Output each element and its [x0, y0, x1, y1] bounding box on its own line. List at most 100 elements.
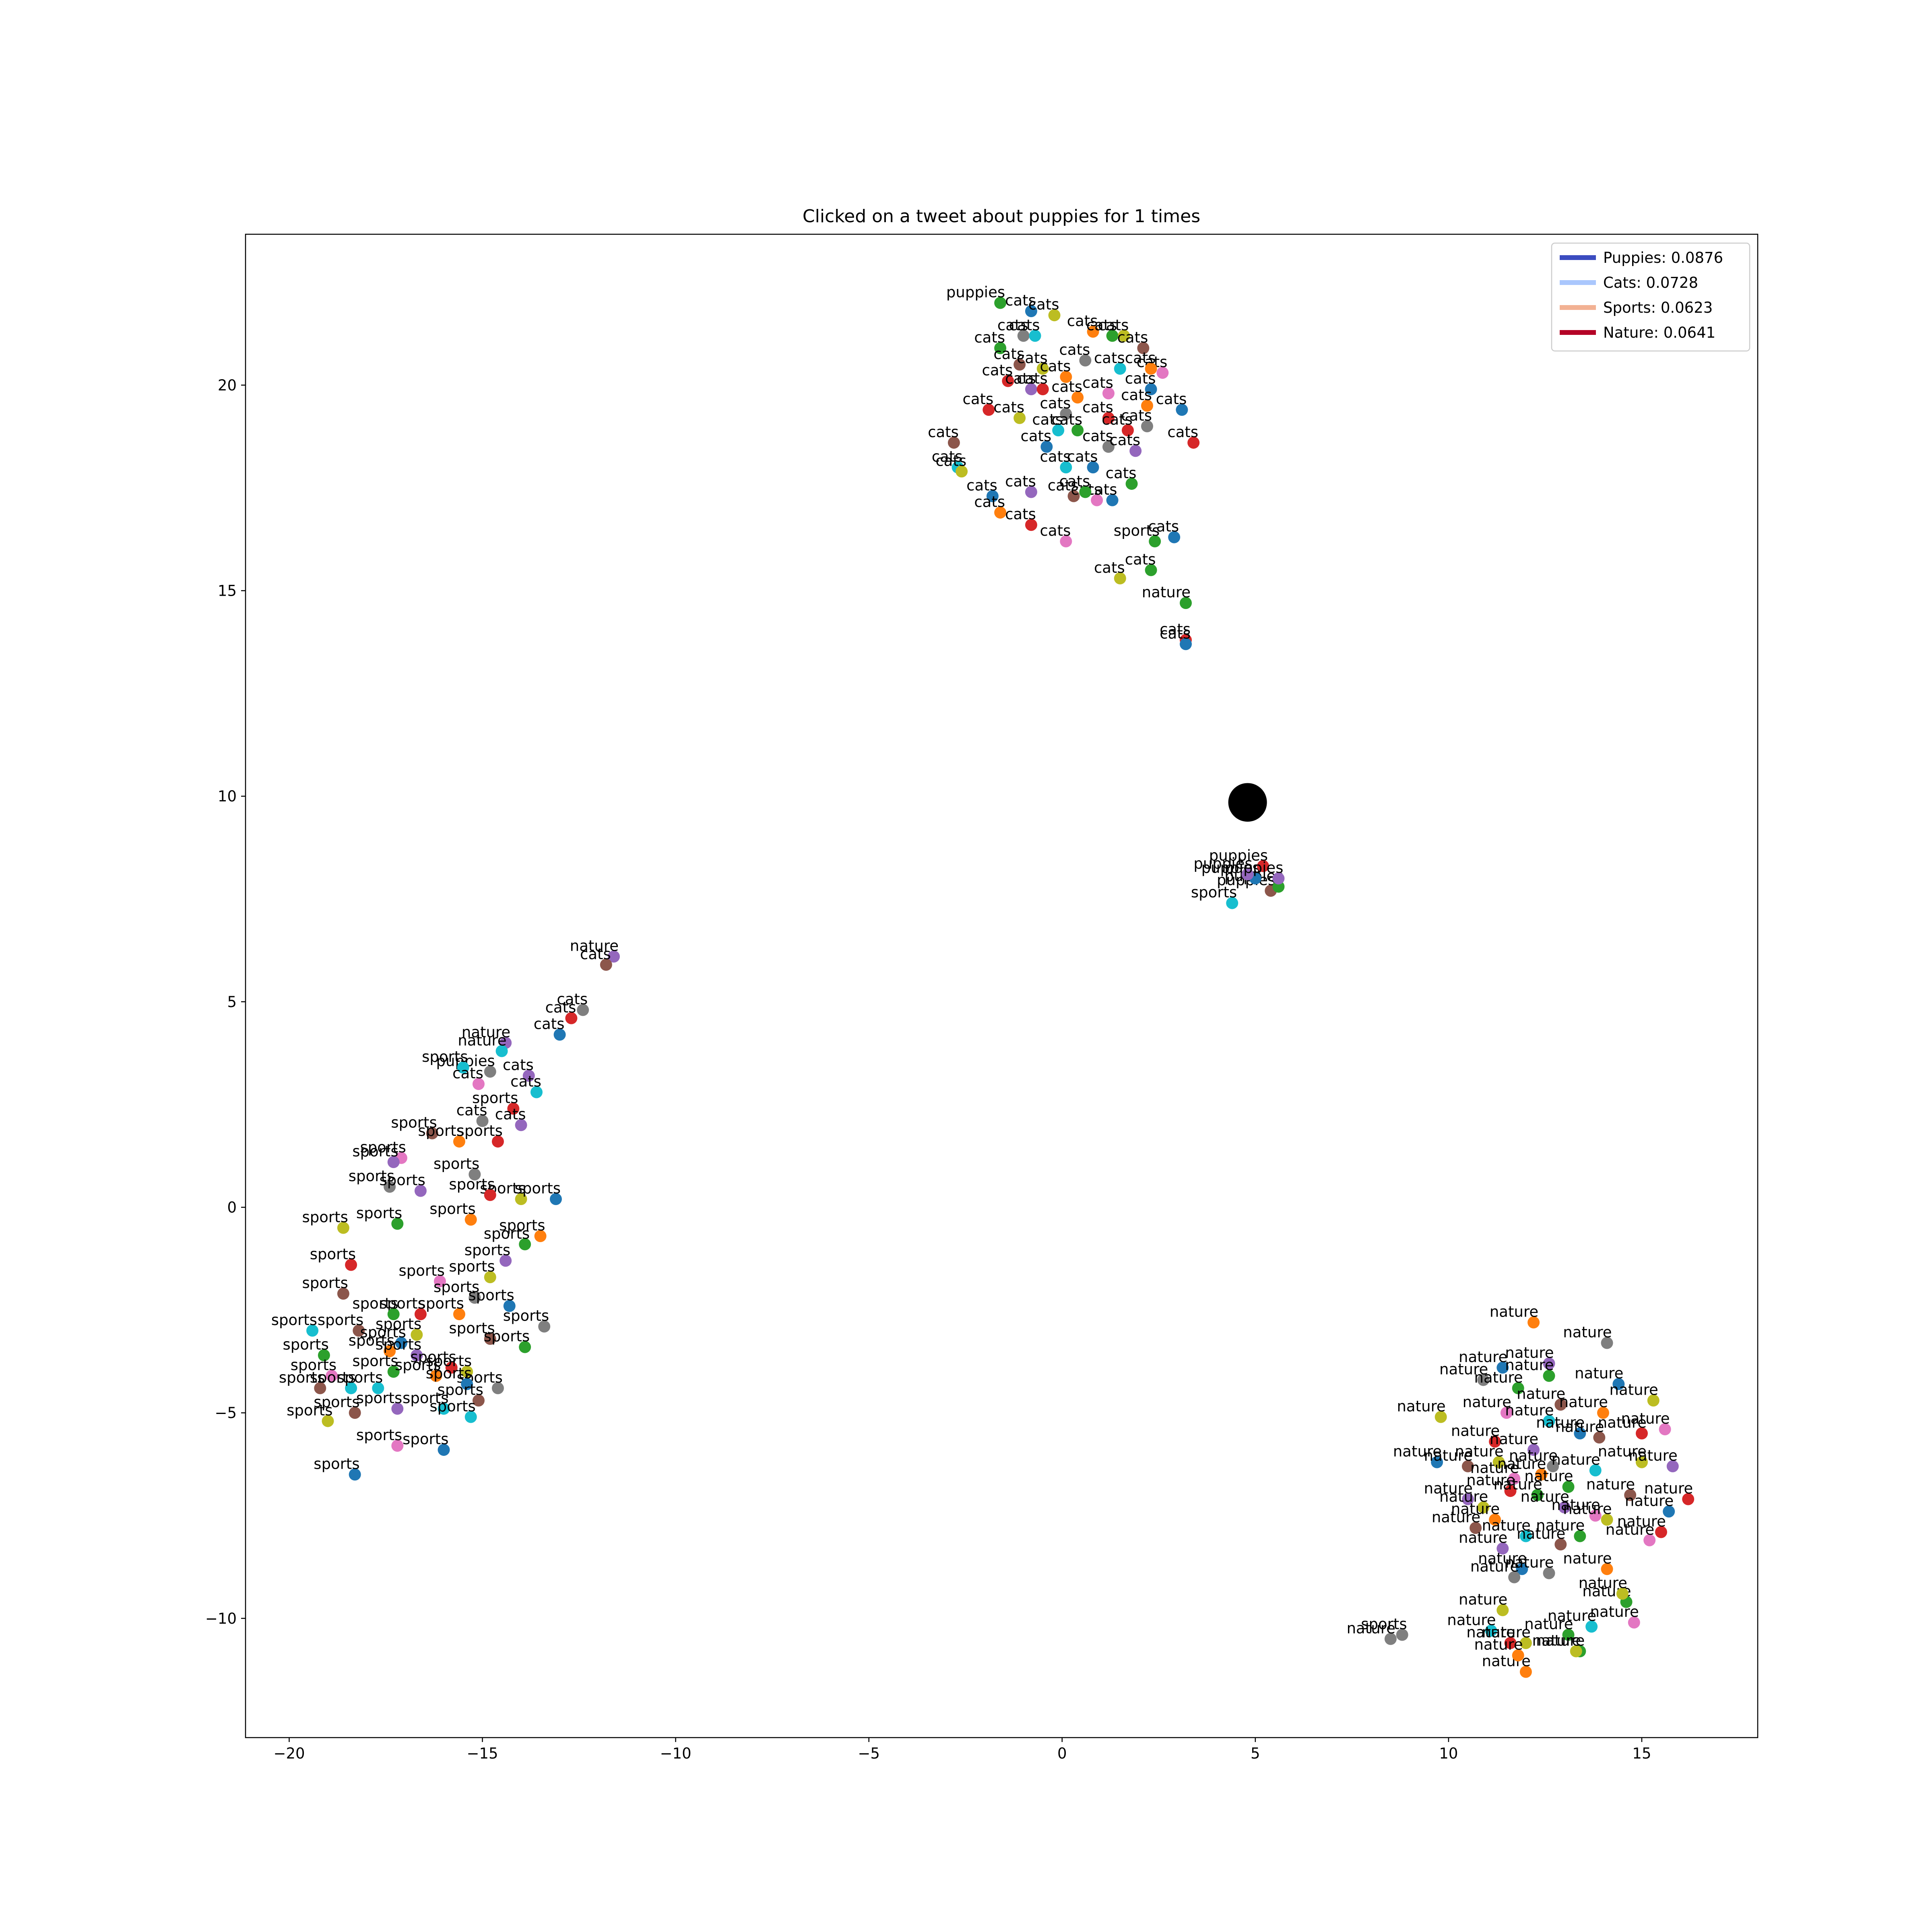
point — [1496, 1361, 1509, 1374]
point-label: sports — [418, 1122, 464, 1139]
point — [1141, 399, 1153, 412]
point — [1470, 1522, 1482, 1534]
point-label: cats — [452, 1065, 483, 1082]
point — [1396, 1629, 1408, 1641]
point-label: cats — [982, 362, 1013, 379]
point-label: nature — [1470, 1459, 1519, 1477]
point-label: cats — [935, 452, 966, 469]
point-label: sports — [433, 1155, 479, 1172]
point — [391, 1439, 404, 1452]
chart-title: Clicked on a tweet about puppies for 1 t… — [803, 206, 1200, 227]
point — [1180, 597, 1192, 609]
point — [1384, 1633, 1397, 1645]
point — [1013, 358, 1026, 371]
point-label: nature — [1459, 1348, 1507, 1366]
point — [1137, 342, 1150, 354]
point-label: nature — [1424, 1447, 1473, 1464]
point — [600, 958, 612, 971]
point — [1025, 383, 1037, 396]
point-label: sports — [426, 1365, 472, 1382]
current-marker — [1228, 783, 1267, 822]
point-label: sports — [337, 1369, 383, 1386]
point-label: nature — [1482, 1517, 1531, 1534]
point-label: nature — [1579, 1575, 1627, 1592]
point-label: cats — [495, 1106, 526, 1123]
point — [472, 1078, 485, 1090]
point — [1477, 1501, 1490, 1514]
point-label: cats — [1098, 316, 1129, 334]
point — [1624, 1489, 1637, 1501]
point-label: sports — [352, 1295, 398, 1312]
point-label: puppies — [1209, 847, 1268, 864]
point — [1477, 1374, 1490, 1386]
point-label: cats — [534, 1016, 565, 1033]
point — [337, 1287, 349, 1300]
plot-frame — [245, 233, 1759, 1738]
point-label: nature — [1478, 1550, 1527, 1567]
point-label: nature — [462, 1024, 510, 1041]
point — [484, 1189, 496, 1201]
point — [1547, 1460, 1559, 1472]
point-label: sports — [449, 1176, 495, 1193]
point-label: sports — [449, 1258, 495, 1275]
point-label: nature — [1493, 1476, 1542, 1493]
point — [1435, 1411, 1447, 1423]
point-label: sports — [310, 1245, 356, 1263]
point — [1087, 461, 1099, 474]
point-label: sports — [499, 1217, 545, 1234]
point — [1114, 362, 1126, 375]
point-label: cats — [966, 477, 997, 494]
point-label: cats — [1167, 423, 1198, 441]
point-label: nature — [1521, 1488, 1569, 1505]
point — [1102, 441, 1115, 453]
point — [1226, 897, 1238, 909]
point — [395, 1337, 407, 1349]
point — [1574, 1530, 1586, 1542]
point — [1141, 420, 1153, 432]
point — [1071, 391, 1084, 404]
y-tick-label: 0 — [227, 1199, 237, 1216]
point-label: nature — [1524, 1616, 1573, 1633]
point — [1071, 424, 1084, 437]
point-label: cats — [1160, 625, 1191, 642]
point — [438, 1444, 450, 1456]
point-label: cats — [1059, 473, 1090, 490]
point-label: nature — [1598, 1414, 1647, 1431]
point — [1029, 330, 1041, 342]
point-label: nature — [1347, 1620, 1395, 1637]
point — [345, 1382, 357, 1394]
point — [1562, 1480, 1575, 1493]
point-label: nature — [1617, 1513, 1666, 1530]
point-label: nature — [1517, 1385, 1565, 1403]
point-label: sports — [399, 1262, 445, 1279]
point — [1543, 1370, 1555, 1382]
point — [1574, 1427, 1586, 1440]
point-label: cats — [1059, 341, 1090, 359]
point-label: sports — [283, 1336, 329, 1353]
point — [472, 1394, 485, 1407]
point — [956, 465, 968, 478]
point — [1013, 412, 1026, 424]
point — [1036, 383, 1049, 396]
point — [491, 1382, 504, 1394]
point — [314, 1382, 326, 1394]
legend-label: Nature: 0.0641 — [1603, 324, 1715, 341]
point-label: nature — [1451, 1422, 1500, 1440]
point — [1187, 436, 1200, 449]
point — [464, 1214, 477, 1226]
point-label: cats — [928, 423, 959, 441]
point — [519, 1341, 531, 1353]
point-label: cats — [993, 399, 1024, 416]
point-label: nature — [1459, 1591, 1507, 1608]
point — [1060, 461, 1072, 474]
point-label: sports — [472, 1089, 518, 1106]
point-label: cats — [456, 1102, 487, 1119]
point-label: cats — [1082, 427, 1113, 445]
point-label: nature — [1455, 1443, 1503, 1460]
point-label: nature — [1459, 1529, 1507, 1546]
point-label: nature — [1466, 1472, 1515, 1489]
point — [994, 342, 1007, 354]
point — [1504, 1637, 1517, 1649]
point-label: sports — [318, 1311, 363, 1329]
point-label: cats — [997, 316, 1028, 334]
